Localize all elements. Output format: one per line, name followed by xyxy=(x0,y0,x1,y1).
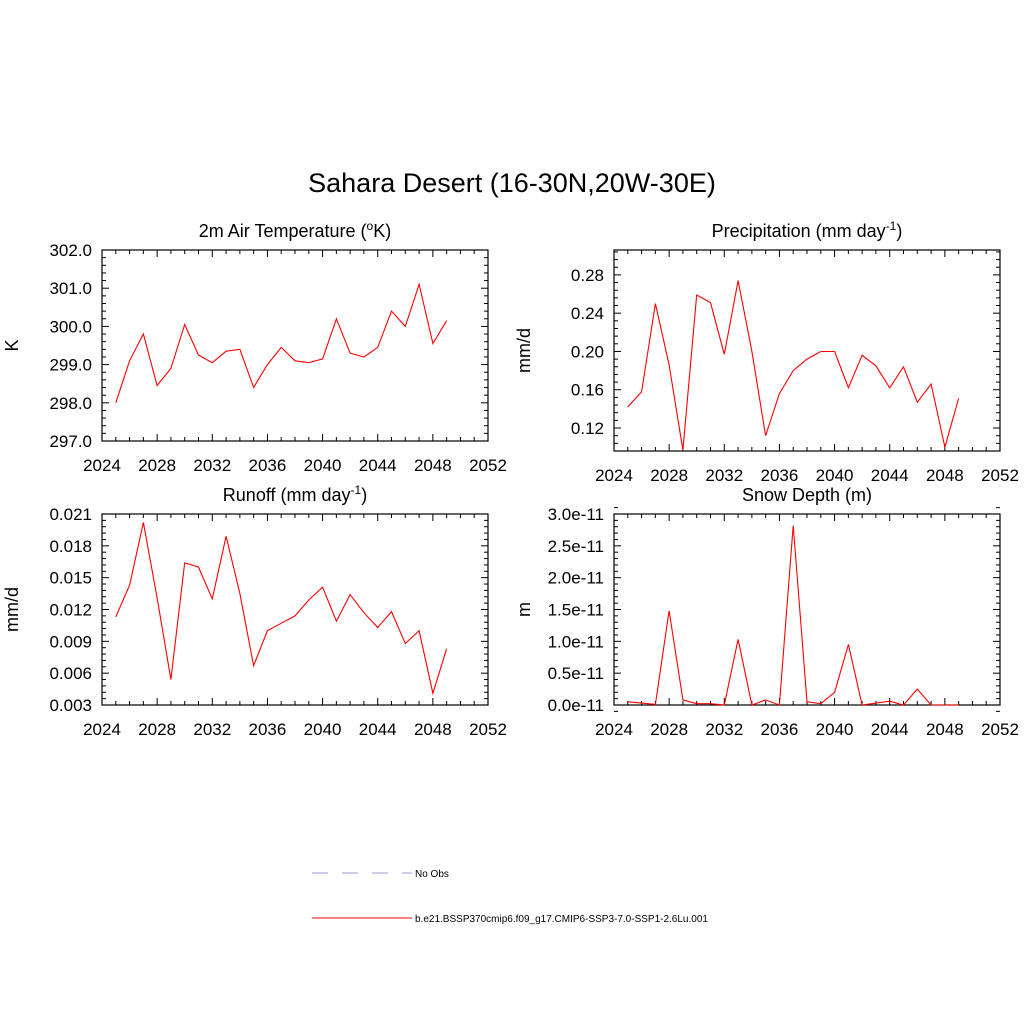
x-tick-label: 2024 xyxy=(595,466,633,485)
panel-snow-depth: Snow Depth (m) m 2024 2028 2032 2036 2040 2044 2… xyxy=(514,485,1019,739)
x-tick-label: 2028 xyxy=(650,720,688,739)
x-tick-label: 2044 xyxy=(359,456,397,475)
y-axis-label: K xyxy=(2,339,22,351)
y-tick-label: 0.16 xyxy=(571,381,604,400)
y-axis-label: m xyxy=(514,602,534,617)
y-tick-label: 302.0 xyxy=(49,241,92,260)
y-tick-label: 2.5e-11 xyxy=(548,537,604,556)
x-tick-label: 2032 xyxy=(193,720,231,739)
y-axis-label: mm/d xyxy=(514,328,534,373)
x-tick-label: 2032 xyxy=(705,466,743,485)
plot-frame xyxy=(101,513,489,706)
x-tick-label: 2024 xyxy=(83,720,121,739)
x-tick-label: 2036 xyxy=(761,466,799,485)
panel-temperature: 2m Air Temperature (oK) K 2024 2028 2032 2036… xyxy=(2,219,507,475)
x-tick-label: 2048 xyxy=(414,720,452,739)
y-tick-label: 0.015 xyxy=(49,569,92,588)
x-tick-label: 2024 xyxy=(595,720,633,739)
plot-frame xyxy=(101,249,489,442)
x-tick-label: 2048 xyxy=(926,466,964,485)
y-tick-label: 0.003 xyxy=(49,696,92,715)
x-tick-label: 2040 xyxy=(304,456,342,475)
x-tick-label: 2052 xyxy=(469,456,507,475)
y-tick-label: 0.012 xyxy=(49,601,92,620)
x-tick-label: 2032 xyxy=(705,720,743,739)
y-tick-label: 297.0 xyxy=(49,432,92,451)
x-tick-label: 2040 xyxy=(304,720,342,739)
y-tick-label: 1.0e-11 xyxy=(548,632,604,651)
y-tick-label: 300.0 xyxy=(49,317,92,336)
y-tick-label: 0.24 xyxy=(571,304,604,323)
x-tick-label: 2052 xyxy=(981,466,1019,485)
y-tick-label: 0.0e-11 xyxy=(548,696,604,715)
x-tick-label: 2040 xyxy=(816,466,854,485)
x-tick-label: 2044 xyxy=(871,466,909,485)
x-tick-label: 2036 xyxy=(249,720,287,739)
panel-runoff: Runoff (mm day-1) mm/d 2024 2028 2032 2036 204… xyxy=(2,483,507,739)
page-title: Sahara Desert (16-30N,20W-30E) xyxy=(308,168,716,198)
y-tick-label: 301.0 xyxy=(49,279,92,298)
y-tick-label: 0.28 xyxy=(571,266,604,285)
panel-title: 2m Air Temperature (oK) xyxy=(199,219,391,241)
x-tick-label: 2052 xyxy=(981,720,1019,739)
x-tick-label: 2028 xyxy=(650,466,688,485)
panel-title: Runoff (mm day-1) xyxy=(223,483,367,505)
x-tick-label: 2036 xyxy=(249,456,287,475)
y-tick-label: 0.006 xyxy=(49,664,92,683)
legend-label: No Obs xyxy=(415,869,449,880)
x-tick-label: 2044 xyxy=(871,720,909,739)
y-tick-label: 0.009 xyxy=(49,632,92,651)
y-tick-label: 3.0e-11 xyxy=(548,505,604,524)
y-tick-label: 298.0 xyxy=(49,394,92,413)
series-line-temperature xyxy=(115,282,448,403)
y-tick-label: 0.12 xyxy=(571,419,604,438)
y-tick-label: 0.021 xyxy=(49,505,92,524)
x-tick-label: 2036 xyxy=(761,720,799,739)
series-line-snow-depth xyxy=(627,525,959,706)
x-tick-label: 2040 xyxy=(816,720,854,739)
y-tick-label: 0.20 xyxy=(571,342,604,361)
x-tick-label: 2024 xyxy=(83,456,121,475)
y-tick-label: 2.0e-11 xyxy=(548,569,604,588)
legend: No Obs b.e21.BSSP370cmip6.f09_g17.CMIP6-S… xyxy=(312,869,708,925)
y-tick-label: 0.5e-11 xyxy=(548,664,604,683)
x-tick-label: 2048 xyxy=(414,456,452,475)
legend-label: b.e21.BSSP370cmip6.f09_g17.CMIP6-SSP3-7.… xyxy=(415,914,708,925)
x-tick-label: 2028 xyxy=(138,720,176,739)
series-line-runoff xyxy=(115,522,448,696)
x-tick-label: 2028 xyxy=(138,456,176,475)
panel-title: Snow Depth (m) xyxy=(742,485,872,505)
y-tick-label: 299.0 xyxy=(49,356,92,375)
y-tick-label: 0.018 xyxy=(49,537,92,556)
x-tick-label: 2052 xyxy=(469,720,507,739)
y-tick-label: 1.5e-11 xyxy=(548,601,604,620)
x-tick-label: 2044 xyxy=(359,720,397,739)
panel-title: Precipitation (mm day-1) xyxy=(712,219,903,241)
y-axis-label: mm/d xyxy=(2,587,22,632)
x-tick-label: 2032 xyxy=(193,456,231,475)
panel-precipitation: Precipitation (mm day-1) mm/d 2024 2028 2032… xyxy=(514,219,1019,485)
x-tick-label: 2048 xyxy=(926,720,964,739)
plot-frame xyxy=(613,249,1001,452)
series-line-precipitation xyxy=(627,280,960,451)
plot-frame xyxy=(613,513,1001,706)
